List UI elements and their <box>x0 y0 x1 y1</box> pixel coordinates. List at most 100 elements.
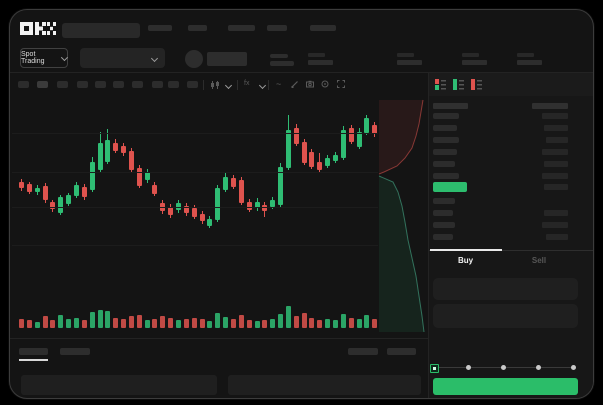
orderbook-view-asks-icon[interactable] <box>470 78 483 91</box>
market-type-dropdown[interactable]: Spot Trading <box>20 48 69 68</box>
bid-row[interactable] <box>433 210 453 216</box>
volume-bar <box>215 313 221 328</box>
interval-pill[interactable] <box>168 81 179 88</box>
volume-bar <box>238 315 244 328</box>
orderbook-amount-skeleton[interactable] <box>544 210 568 216</box>
bid-row[interactable] <box>433 222 455 228</box>
chevron-down-icon[interactable] <box>224 81 233 90</box>
ask-row[interactable] <box>433 161 455 167</box>
orderbook-amount-skeleton[interactable] <box>542 222 568 228</box>
candle-style-icon[interactable] <box>210 81 220 89</box>
stat-value-skeleton <box>517 60 542 65</box>
volume-bar <box>356 319 362 328</box>
price-input[interactable] <box>433 278 578 300</box>
candle <box>207 219 213 226</box>
slider-stop[interactable] <box>536 365 541 370</box>
draw-pencil-icon[interactable] <box>291 80 299 88</box>
volume-bar <box>97 310 103 328</box>
orderbook-panel <box>429 73 593 398</box>
orderbook-amount-skeleton[interactable] <box>542 149 568 155</box>
volume-bar <box>372 319 378 328</box>
volume-bar <box>19 319 24 328</box>
orderbook-view-bids-icon[interactable] <box>452 78 465 91</box>
buy-submit-button[interactable] <box>433 378 578 395</box>
volume-bar <box>66 319 72 328</box>
volume-bar <box>262 320 268 328</box>
candle <box>144 172 150 180</box>
interval-pill[interactable] <box>77 81 88 88</box>
interval-pill[interactable] <box>37 81 48 88</box>
interval-pill[interactable] <box>57 81 68 88</box>
amount-input[interactable] <box>433 304 578 328</box>
volume-bar <box>325 319 331 328</box>
fullscreen-icon[interactable] <box>337 80 345 88</box>
candle <box>152 185 158 194</box>
nav-item-skeleton[interactable] <box>188 25 207 31</box>
chevron-down-icon[interactable] <box>258 81 267 90</box>
ask-row[interactable] <box>433 173 459 179</box>
camera-icon[interactable] <box>306 80 314 88</box>
active-tab-underline <box>19 359 48 361</box>
candle <box>285 130 291 168</box>
search-input[interactable] <box>62 23 140 38</box>
nav-item-skeleton[interactable] <box>267 25 287 31</box>
interval-pill[interactable] <box>95 81 106 88</box>
orderbook-amount-skeleton[interactable] <box>546 234 568 240</box>
bottom-tab[interactable] <box>60 348 90 355</box>
candle <box>50 202 56 209</box>
interval-pill[interactable] <box>187 81 198 88</box>
stat-label-skeleton <box>517 53 534 57</box>
nav-item-skeleton[interactable] <box>148 25 172 31</box>
ask-row[interactable] <box>433 149 457 155</box>
settings-circle-icon[interactable] <box>321 80 329 88</box>
bid-row[interactable] <box>433 198 455 204</box>
orderbook-amount-skeleton[interactable] <box>546 137 568 143</box>
candle <box>26 184 32 192</box>
nav-item-skeleton[interactable] <box>228 25 255 31</box>
ask-row[interactable] <box>433 125 457 131</box>
candle <box>364 118 370 133</box>
gridline <box>12 207 378 208</box>
ask-row[interactable] <box>433 137 459 143</box>
tab-sell[interactable]: Sell <box>531 256 547 265</box>
interval-pill[interactable] <box>152 81 163 88</box>
candle <box>223 177 229 190</box>
volume-bar <box>136 315 142 328</box>
divider <box>10 72 593 73</box>
candle <box>254 202 260 208</box>
pair-select-dropdown[interactable] <box>80 48 165 68</box>
candle <box>262 205 268 211</box>
bid-row[interactable] <box>433 234 453 240</box>
orderbook-amount-skeleton[interactable] <box>544 125 568 131</box>
indicators-button[interactable]: fx <box>244 80 250 87</box>
orderbook-view-both-icon[interactable] <box>434 78 447 91</box>
candle <box>270 200 276 207</box>
slider-stop[interactable] <box>466 365 471 370</box>
chevron-down-icon <box>61 54 69 61</box>
bottom-tab[interactable] <box>19 348 48 355</box>
slider-stop[interactable] <box>571 365 576 370</box>
orderbook-amount-skeleton[interactable] <box>544 184 568 190</box>
gridline <box>12 172 378 173</box>
orderbook-amount-skeleton[interactable] <box>544 161 568 167</box>
volume-bar <box>183 319 189 328</box>
volume-bar <box>191 318 197 328</box>
slider-handle[interactable] <box>430 364 439 373</box>
slider-stop[interactable] <box>501 365 506 370</box>
tab-buy[interactable]: Buy <box>457 256 474 265</box>
bottom-tab[interactable] <box>348 348 378 355</box>
volume-bar <box>168 318 174 328</box>
nav-item-skeleton[interactable] <box>310 25 336 31</box>
line-tool-icon[interactable]: ~ <box>276 79 282 89</box>
last-price-bar[interactable] <box>433 182 467 192</box>
interval-pill[interactable] <box>132 81 143 88</box>
ask-row[interactable] <box>433 113 459 119</box>
orderbook-amount-skeleton[interactable] <box>542 113 568 119</box>
volume-bar <box>293 316 299 328</box>
interval-pill[interactable] <box>18 81 29 88</box>
interval-pill[interactable] <box>113 81 124 88</box>
stat-label-skeleton <box>308 53 325 57</box>
orderbook-amount-skeleton[interactable] <box>542 173 568 179</box>
bottom-tab[interactable] <box>387 348 416 355</box>
stat-label-skeleton <box>397 53 414 57</box>
